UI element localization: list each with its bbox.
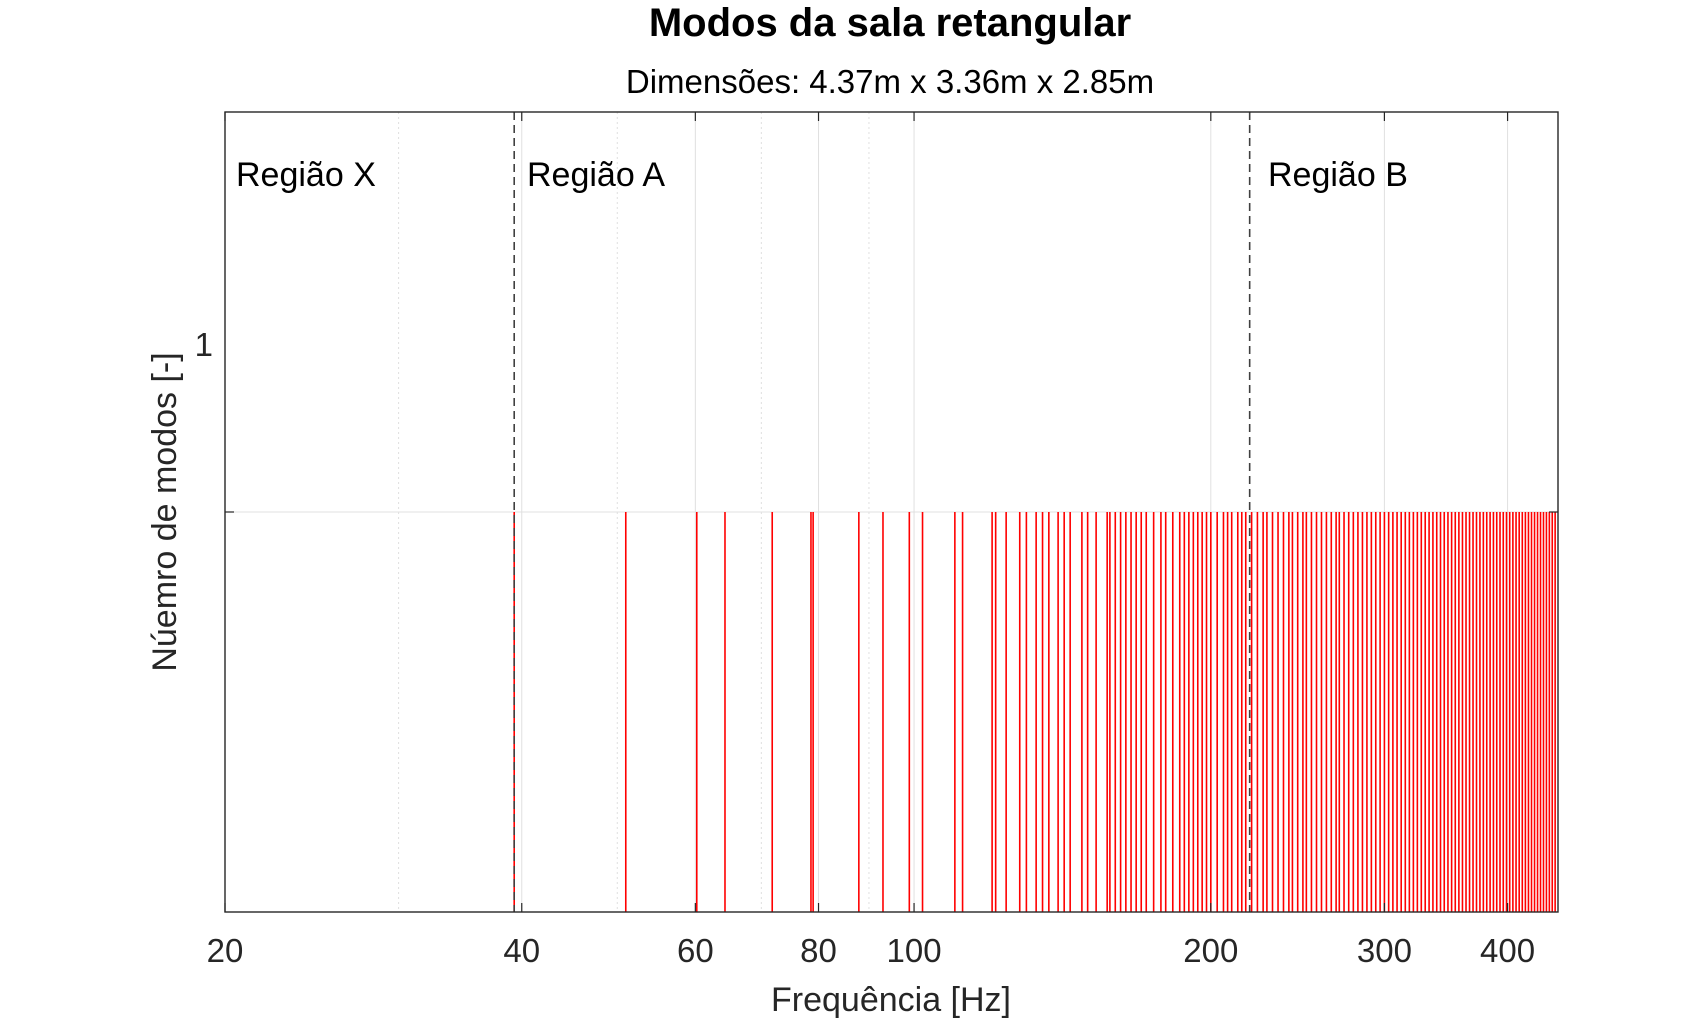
x-tick-label-20: 20 xyxy=(207,932,244,969)
chart-subtitle: Dimensões: 4.37m x 3.36m x 2.85m xyxy=(626,63,1154,100)
x-tick-label-300: 300 xyxy=(1357,932,1412,969)
chart-title: Modos da sala retangular xyxy=(649,1,1131,45)
region-label-x: Região X xyxy=(236,156,376,194)
region-label-b: Região B xyxy=(1268,156,1408,194)
x-tick-label-100: 100 xyxy=(887,932,942,969)
x-tick-label-80: 80 xyxy=(800,932,837,969)
y-tick-label-1: 1 xyxy=(195,326,213,363)
x-tick-label-400: 400 xyxy=(1480,932,1535,969)
grid-lines xyxy=(224,112,1558,912)
x-tick-label-200: 200 xyxy=(1183,932,1238,969)
region-boundaries xyxy=(513,112,1251,912)
y-axis-label: Núemro de modos [-] xyxy=(146,352,184,671)
mode-bars xyxy=(513,512,1556,912)
region-label-a: Região A xyxy=(527,156,665,194)
x-tick-label-60: 60 xyxy=(677,932,714,969)
axis-ticks xyxy=(224,112,1558,912)
x-tick-label-40: 40 xyxy=(503,932,540,969)
x-axis-label: Frequência [Hz] xyxy=(771,981,1011,1019)
